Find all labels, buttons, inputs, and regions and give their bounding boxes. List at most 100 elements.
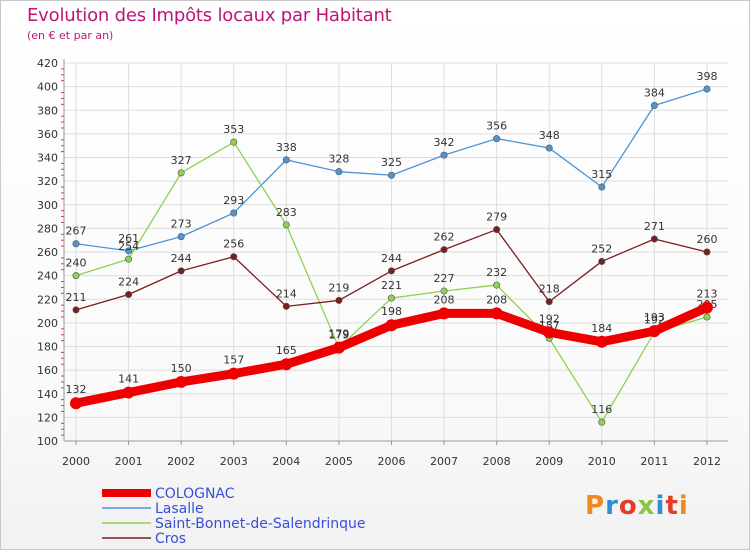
data-label: 325 — [381, 156, 402, 169]
data-label: 262 — [434, 231, 455, 244]
data-label: 327 — [171, 154, 192, 167]
data-point — [385, 319, 398, 332]
y-tick-label: 140 — [37, 388, 58, 401]
data-point — [703, 248, 711, 256]
y-tick-label: 240 — [37, 270, 58, 283]
data-point — [598, 183, 606, 191]
chart-subtitle: (en € et par an) — [27, 29, 114, 42]
series-lasalle: 267 261 273 293 338 328 325 342 356 348 315 384 398 — [66, 70, 717, 255]
data-point — [177, 267, 185, 275]
data-point — [440, 246, 448, 254]
data-point — [595, 335, 608, 348]
data-point — [493, 281, 501, 289]
data-label: 398 — [696, 70, 717, 83]
x-tick-label: 2012 — [693, 455, 721, 468]
data-label: 184 — [591, 322, 612, 335]
y-tick-label: 360 — [37, 128, 58, 141]
y-tick-label: 380 — [37, 104, 58, 117]
x-tick-label: 2008 — [483, 455, 511, 468]
x-tick-label: 2009 — [535, 455, 563, 468]
x-tick-label: 2005 — [325, 455, 353, 468]
y-tick-label: 320 — [37, 175, 58, 188]
data-label: 132 — [66, 383, 87, 396]
data-point — [125, 247, 133, 255]
legend-label: Saint-Bonnet-de-Salendrinque — [155, 516, 366, 532]
x-tick-label: 2011 — [640, 455, 668, 468]
data-point — [227, 367, 240, 380]
data-label: 244 — [171, 252, 192, 265]
data-point — [230, 253, 238, 261]
y-tick-label: 400 — [37, 81, 58, 94]
data-point — [72, 272, 80, 280]
data-point — [177, 233, 185, 241]
y-tick-label: 280 — [37, 222, 58, 235]
data-label: 267 — [66, 225, 87, 238]
data-label: 338 — [276, 141, 297, 154]
data-point — [648, 325, 661, 338]
y-tick-label: 180 — [37, 341, 58, 354]
x-tick-label: 2000 — [62, 455, 90, 468]
data-label: 214 — [276, 287, 297, 300]
y-tick-label: 420 — [37, 57, 58, 70]
data-point — [177, 169, 185, 177]
data-label: 279 — [486, 211, 507, 224]
y-tick-label: 200 — [37, 317, 58, 330]
data-label: 384 — [644, 87, 665, 100]
data-point — [387, 267, 395, 275]
data-label: 315 — [591, 168, 612, 181]
y-tick-label: 160 — [37, 364, 58, 377]
data-label: 342 — [434, 136, 455, 149]
data-label: 165 — [276, 344, 297, 357]
x-tick-label: 2006 — [377, 455, 405, 468]
y-tick-label: 260 — [37, 246, 58, 259]
data-label: 198 — [381, 305, 402, 318]
data-label: 260 — [696, 233, 717, 246]
x-tick-label: 2002 — [167, 455, 195, 468]
data-point — [598, 257, 606, 265]
data-point — [650, 235, 658, 243]
y-tick-label: 120 — [37, 411, 58, 424]
data-label: 208 — [434, 293, 455, 306]
data-point — [545, 144, 553, 152]
data-point — [72, 306, 80, 314]
series-cros: 211 224 244 256 214 219 244 262 279 218 252 271 260 — [66, 211, 717, 314]
chart-title: Evolution des Impôts locaux par Habitant — [27, 5, 392, 26]
data-point — [493, 135, 501, 143]
data-label: 224 — [118, 276, 139, 289]
data-point — [703, 313, 711, 321]
data-label: 240 — [66, 257, 87, 270]
data-point — [545, 298, 553, 306]
data-point — [703, 85, 711, 93]
x-tick-label: 2001 — [115, 455, 143, 468]
data-point — [72, 240, 80, 248]
data-point — [490, 307, 503, 320]
y-tick-label: 100 — [37, 435, 58, 448]
data-label: 193 — [644, 311, 665, 324]
x-tick-label: 2004 — [272, 455, 300, 468]
data-point — [125, 255, 133, 263]
data-label: 116 — [591, 403, 612, 416]
data-label: 348 — [539, 129, 560, 142]
data-label: 150 — [171, 362, 192, 375]
legend: COLOGNACLasalleSaint-Bonnet-de-Salendrin… — [102, 486, 366, 547]
data-point — [332, 341, 345, 354]
data-label: 192 — [644, 313, 665, 326]
data-point — [335, 168, 343, 176]
data-label: 179 — [328, 329, 349, 342]
legend-label: COLOGNAC — [155, 486, 235, 502]
data-point — [282, 302, 290, 310]
data-label: 256 — [223, 238, 244, 251]
x-tick-label: 2003 — [220, 455, 248, 468]
data-point — [387, 294, 395, 302]
data-point — [493, 226, 501, 234]
data-label: 244 — [381, 252, 402, 265]
data-label: 192 — [539, 312, 560, 325]
data-point — [230, 209, 238, 217]
data-label: 157 — [223, 354, 244, 367]
data-label: 141 — [118, 373, 139, 386]
data-point — [280, 358, 293, 371]
data-label: 353 — [223, 123, 244, 136]
y-tick-label: 220 — [37, 293, 58, 306]
y-tick-label: 300 — [37, 199, 58, 212]
